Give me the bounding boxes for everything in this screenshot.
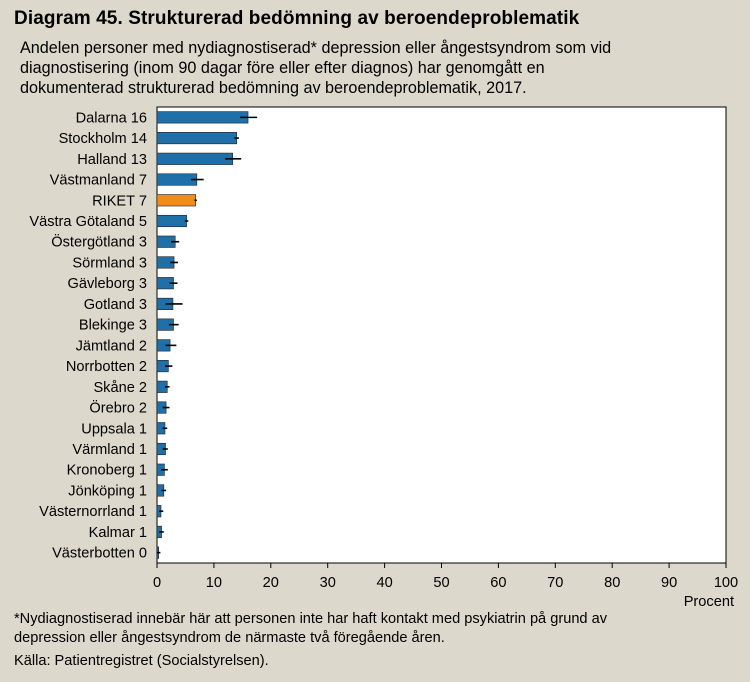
x-tick-label: 100 [714, 575, 738, 591]
category-label: Värmland 1 [72, 442, 147, 458]
category-label: Östergötland 3 [51, 233, 147, 251]
subtitle-line: diagnostisering (inom 90 dagar före elle… [20, 59, 545, 77]
chart-subtitle: Andelen personer med nydiagnostiserad* d… [20, 38, 740, 98]
bar [156, 132, 237, 145]
x-tick-label: 50 [433, 575, 449, 591]
category-label: Halland 13 [77, 152, 147, 168]
x-tick-label: 20 [263, 575, 279, 591]
category-label: Örebro 2 [89, 399, 147, 417]
category-label: Kalmar 1 [89, 525, 147, 541]
footnote-line: depression eller ångestsyndrom de närmas… [14, 630, 445, 646]
category-label: Gävleborg 3 [67, 276, 147, 292]
subtitle-line: dokumenterad strukturerad bedömning av b… [20, 79, 527, 97]
source-note: Källa: Patientregistret (Socialstyrelsen… [14, 653, 269, 669]
bar [156, 111, 249, 124]
category-label: RIKET 7 [92, 193, 147, 209]
category-label: Norrbotten 2 [66, 359, 147, 375]
x-tick-label: 10 [206, 575, 222, 591]
category-label: Kronoberg 1 [67, 463, 147, 479]
x-tick-label: 60 [490, 575, 506, 591]
bar-highlight [156, 194, 196, 207]
plot-area [156, 106, 727, 564]
x-tick-label: 70 [547, 575, 563, 591]
bar [156, 152, 233, 165]
category-label: Sörmland 3 [72, 255, 147, 271]
category-label: Västernorrland 1 [39, 504, 147, 520]
x-axis-label: Procent [684, 594, 734, 610]
category-label: Skåne 2 [93, 380, 147, 396]
x-tick-label: 80 [604, 575, 620, 591]
chart-title: Diagram 45. Strukturerad bedömning av be… [14, 8, 580, 29]
category-label: Västerbotten 0 [52, 546, 147, 562]
bar [156, 173, 198, 186]
bar [156, 214, 187, 228]
footnote-line: *Nydiagnostiserad innebär här att person… [14, 611, 608, 627]
category-label: Västra Götaland 5 [29, 214, 147, 230]
category-label: Jämtland 2 [76, 338, 147, 354]
x-tick-label: 90 [661, 575, 677, 591]
category-label: Stockholm 14 [59, 131, 147, 147]
x-tick-label: 30 [320, 575, 336, 591]
category-label: Uppsala 1 [81, 421, 147, 437]
subtitle-line: Andelen personer med nydiagnostiserad* d… [20, 39, 612, 57]
footnote: *Nydiagnostiserad innebär här att person… [14, 610, 738, 648]
category-label: Jönköping 1 [68, 483, 147, 499]
category-label: Gotland 3 [84, 297, 147, 313]
x-tick-label: 40 [376, 575, 392, 591]
x-tick-label: 0 [153, 575, 161, 591]
category-label: Dalarna 16 [76, 110, 147, 126]
category-label: Blekinge 3 [79, 318, 147, 334]
category-label: Västmanland 7 [50, 173, 147, 189]
